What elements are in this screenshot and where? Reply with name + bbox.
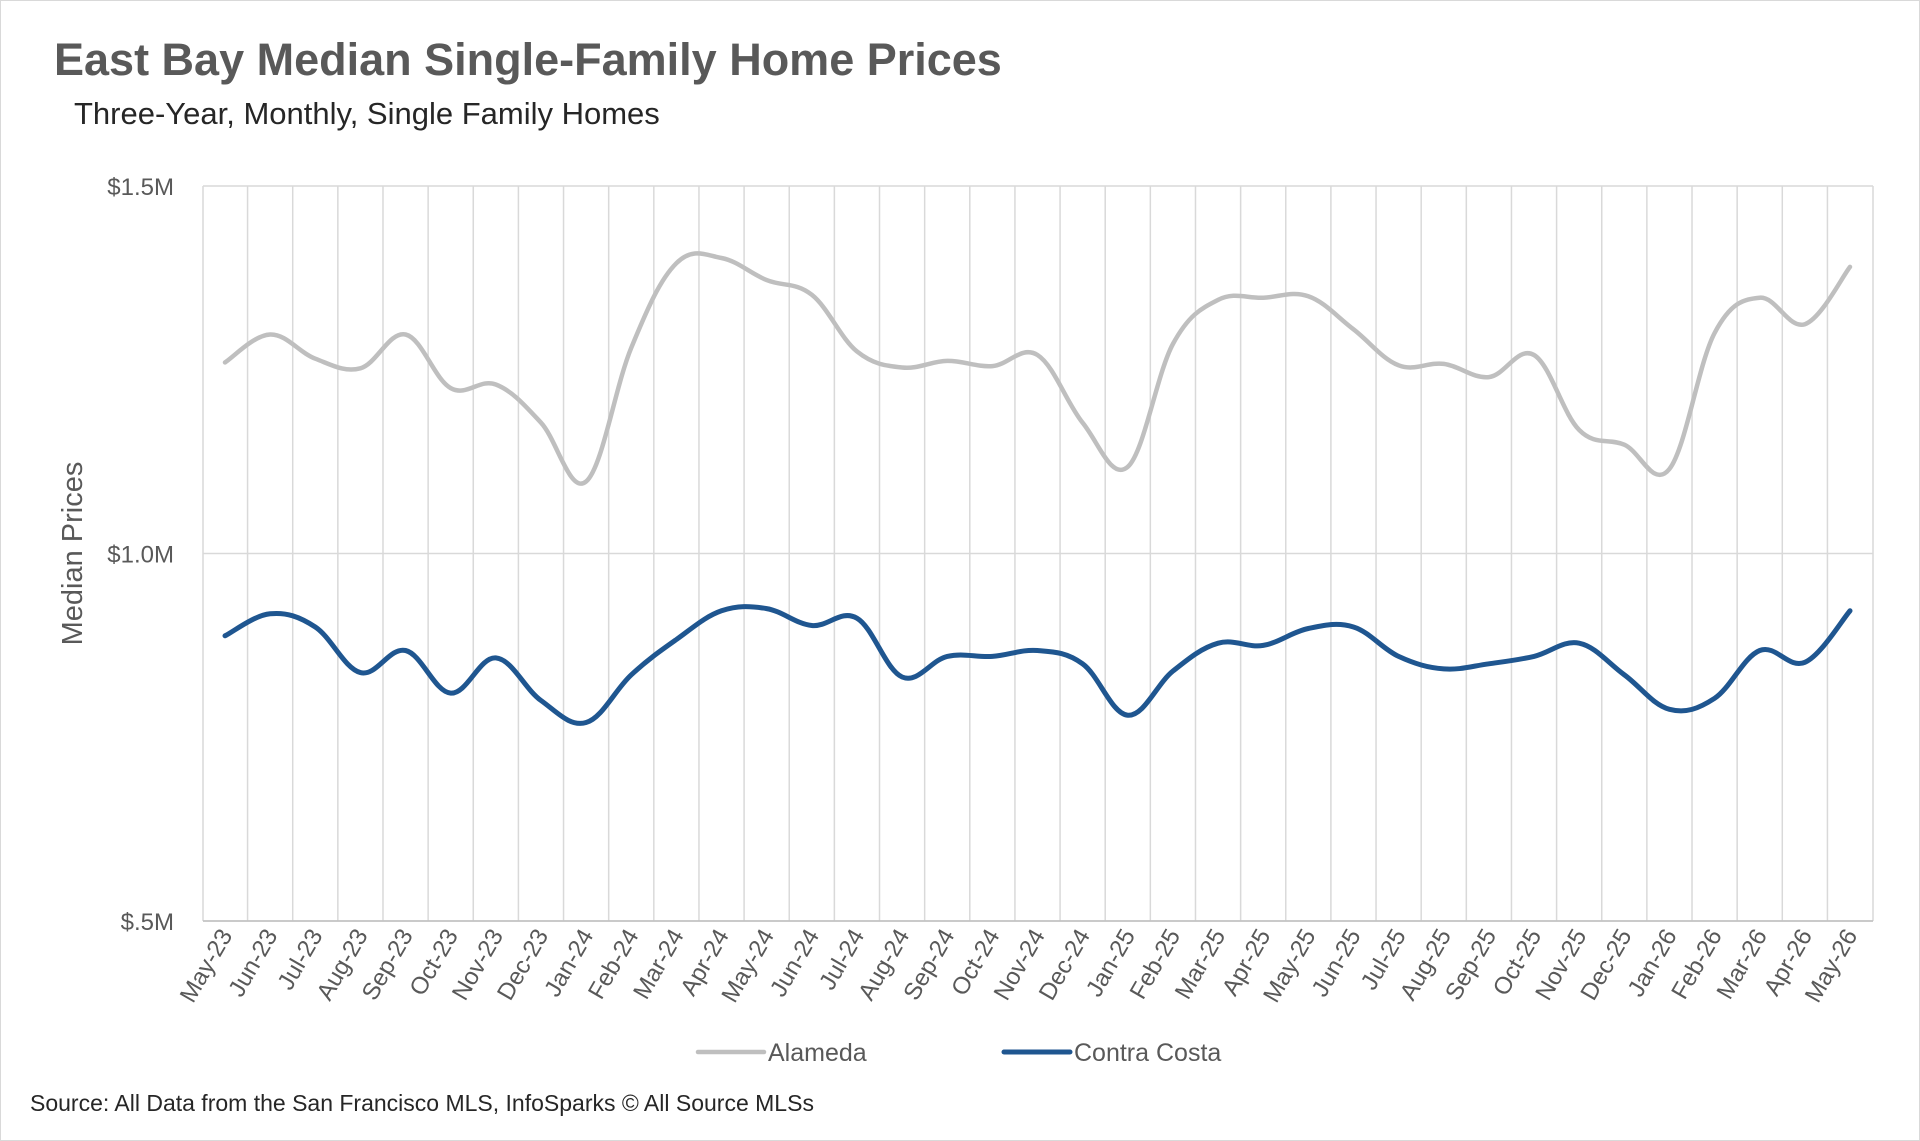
y-tick-label: $.5M: [121, 909, 174, 936]
series-line-alameda: [222, 251, 1853, 486]
legend-label-alameda: Alameda: [768, 1039, 867, 1067]
legend-label-contra-costa: Contra Costa: [1074, 1039, 1221, 1067]
y-tick-label: $1.5M: [107, 174, 174, 201]
series-line-contra-costa: [222, 604, 1853, 726]
source-note: Source: All Data from the San Francisco …: [30, 1090, 814, 1116]
chart-subtitle: Three-Year, Monthly, Single Family Homes: [74, 96, 660, 131]
chart-title: East Bay Median Single-Family Home Price…: [54, 34, 1002, 85]
y-tick-label: $1.0M: [107, 542, 174, 569]
y-axis-label: Median Prices: [57, 462, 89, 646]
x-tick-label: May-23: [175, 925, 238, 1008]
